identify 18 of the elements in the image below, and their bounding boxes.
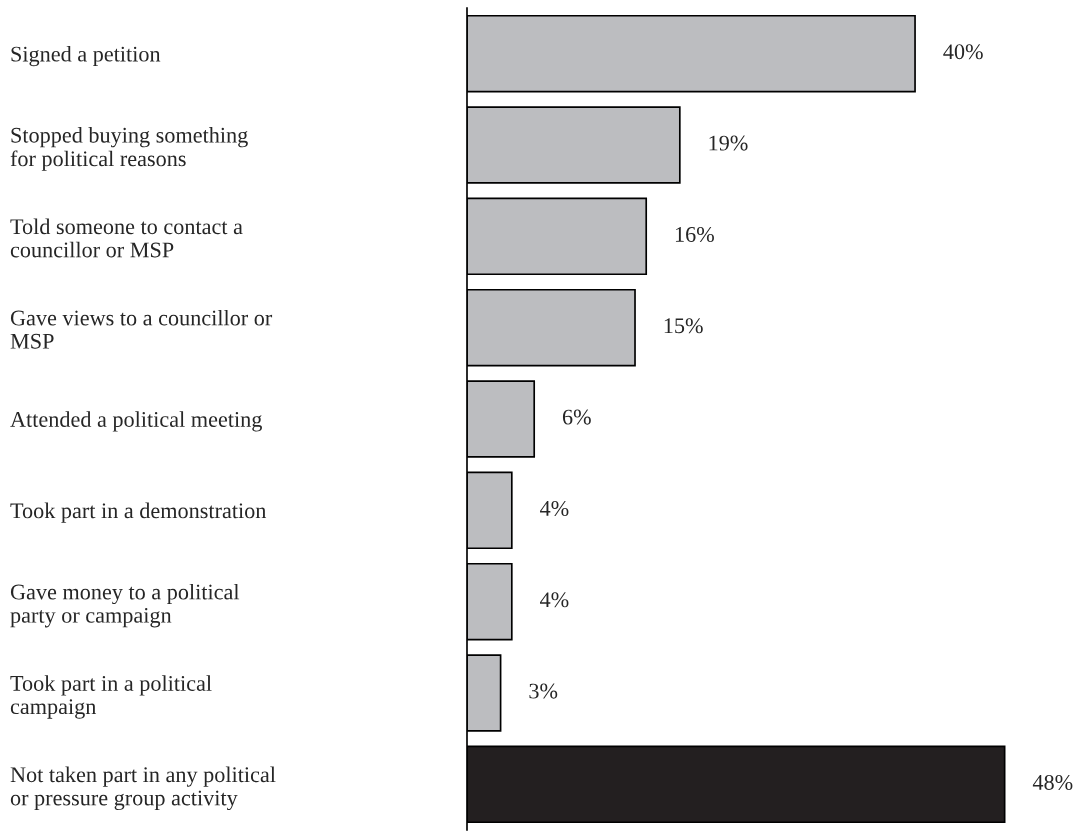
y-tick-label: Told someone to contact a councillor or MSP [10,218,243,258]
data-label: 4% [540,500,569,516]
data-label: 15% [664,318,703,334]
data-label: 40% [943,44,983,60]
y-tick-label: Took part in a political campaign [10,675,212,719]
data-label: 6% [562,409,591,425]
y-tick-label: Signed a petition [11,45,161,67]
y-tick-label: Gave money to a political party or campaign [10,583,240,628]
data-label: 19% [709,135,748,151]
y-tick-label: Not taken part in any political or pressure group activity [10,766,276,811]
data-label: 3% [529,683,558,699]
y-tick-label: Attended a political meeting [10,411,262,432]
data-label: 4% [540,592,569,608]
y-tick-label: Took part in a demonstration [10,502,267,523]
data-label: 16% [675,226,714,242]
y-tick-label: Stopped buying something for political reasons [10,127,248,171]
data-label: 48% [1032,774,1073,790]
y-tick-label: Gave views to a councillor or MSP [10,309,273,349]
